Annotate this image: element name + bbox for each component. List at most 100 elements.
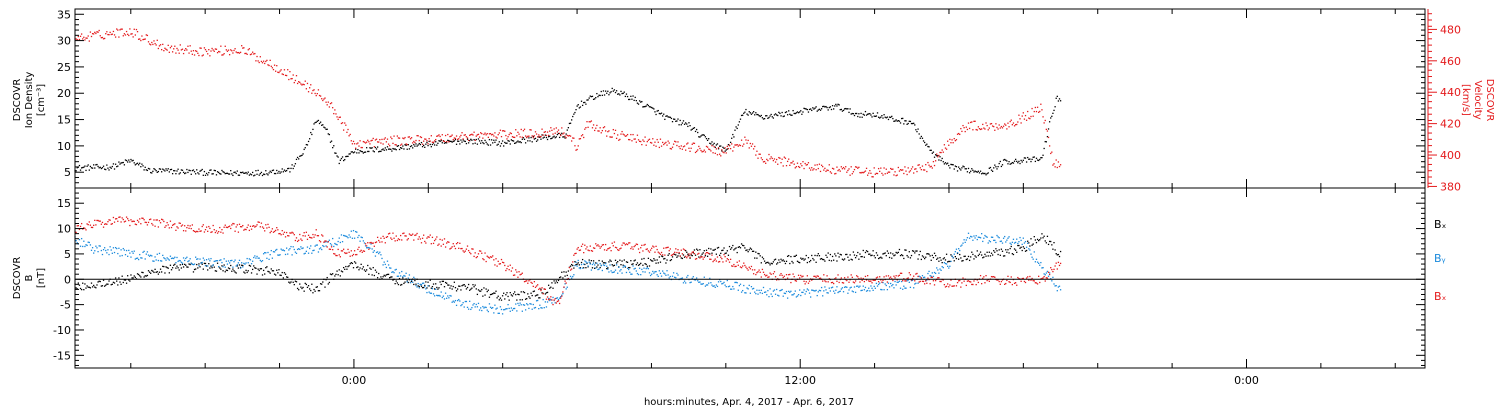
data-point	[786, 160, 789, 163]
data-point	[127, 218, 129, 220]
data-point	[579, 249, 582, 251]
data-point	[865, 279, 868, 281]
data-point	[763, 291, 766, 294]
data-point	[480, 307, 482, 309]
data-point	[831, 286, 834, 288]
data-point	[957, 248, 960, 250]
data-point	[737, 124, 739, 126]
data-point	[695, 257, 698, 260]
data-point	[483, 133, 485, 136]
data-point	[620, 264, 622, 266]
data-point	[91, 167, 94, 169]
data-point	[454, 247, 457, 250]
data-point	[334, 242, 336, 245]
data-point	[705, 145, 708, 148]
data-point	[93, 224, 95, 226]
data-point	[781, 111, 783, 114]
data-point	[884, 252, 886, 254]
data-point	[768, 262, 770, 264]
data-point	[700, 256, 702, 258]
data-point	[794, 112, 796, 115]
data-point	[330, 244, 333, 246]
data-point	[489, 306, 492, 308]
data-point	[453, 281, 456, 283]
data-point	[1056, 290, 1058, 292]
data-point	[763, 117, 766, 120]
data-point	[792, 262, 794, 264]
data-point	[238, 264, 241, 266]
data-point	[76, 288, 78, 290]
data-point	[323, 98, 325, 100]
data-point	[801, 165, 803, 167]
data-point	[877, 167, 880, 170]
data-point	[704, 136, 707, 138]
data-point	[362, 266, 365, 268]
data-point	[100, 285, 103, 287]
data-point	[849, 287, 851, 289]
data-point	[1036, 261, 1039, 263]
data-point	[304, 235, 306, 237]
data-point	[873, 115, 875, 117]
data-point	[893, 120, 895, 122]
data-point	[250, 228, 253, 230]
data-point	[231, 270, 233, 272]
data-point	[814, 290, 816, 292]
data-point	[840, 166, 842, 168]
data-point	[85, 287, 87, 289]
data-point	[498, 263, 500, 265]
data-point	[626, 243, 629, 246]
data-point	[699, 136, 701, 138]
data-point	[153, 271, 155, 274]
data-point	[433, 295, 436, 297]
data-point	[571, 263, 573, 266]
data-point	[984, 172, 986, 175]
data-point	[568, 266, 571, 269]
data-point	[1043, 273, 1045, 275]
data-point	[911, 166, 914, 168]
data-point	[986, 124, 988, 127]
data-point	[904, 287, 906, 289]
data-point	[716, 143, 719, 145]
data-point	[1001, 242, 1004, 244]
data-point	[543, 131, 545, 133]
data-point	[293, 248, 295, 251]
data-point	[697, 280, 699, 282]
data-point	[416, 135, 418, 137]
data-point	[824, 260, 826, 262]
data-point	[199, 258, 201, 260]
data-point	[344, 158, 346, 161]
data-point	[235, 226, 237, 228]
data-point	[390, 148, 392, 151]
data-point	[176, 226, 178, 228]
data-point	[1038, 239, 1040, 242]
data-point	[988, 127, 990, 129]
data-point	[522, 304, 525, 306]
data-point	[815, 289, 817, 292]
data-point	[746, 142, 748, 144]
data-point	[823, 290, 825, 292]
data-point	[336, 244, 338, 246]
data-point	[663, 272, 665, 274]
data-point	[477, 133, 480, 136]
data-point	[300, 286, 302, 288]
data-point	[615, 247, 618, 249]
data-point	[472, 248, 474, 250]
data-point	[85, 37, 87, 39]
data-point	[908, 120, 910, 122]
data-point	[1019, 118, 1021, 120]
data-point	[805, 254, 807, 257]
data-point	[77, 282, 79, 284]
data-point	[299, 233, 301, 236]
data-point	[271, 257, 274, 259]
data-point	[850, 274, 852, 276]
y-tick-label: 20	[57, 87, 71, 100]
data-point	[281, 229, 283, 232]
data-point	[600, 264, 602, 267]
data-point	[904, 120, 906, 122]
data-point	[578, 267, 580, 269]
data-point	[567, 278, 570, 280]
data-point	[339, 116, 341, 118]
data-point	[246, 173, 248, 175]
data-point	[546, 291, 549, 294]
data-point	[485, 288, 487, 290]
